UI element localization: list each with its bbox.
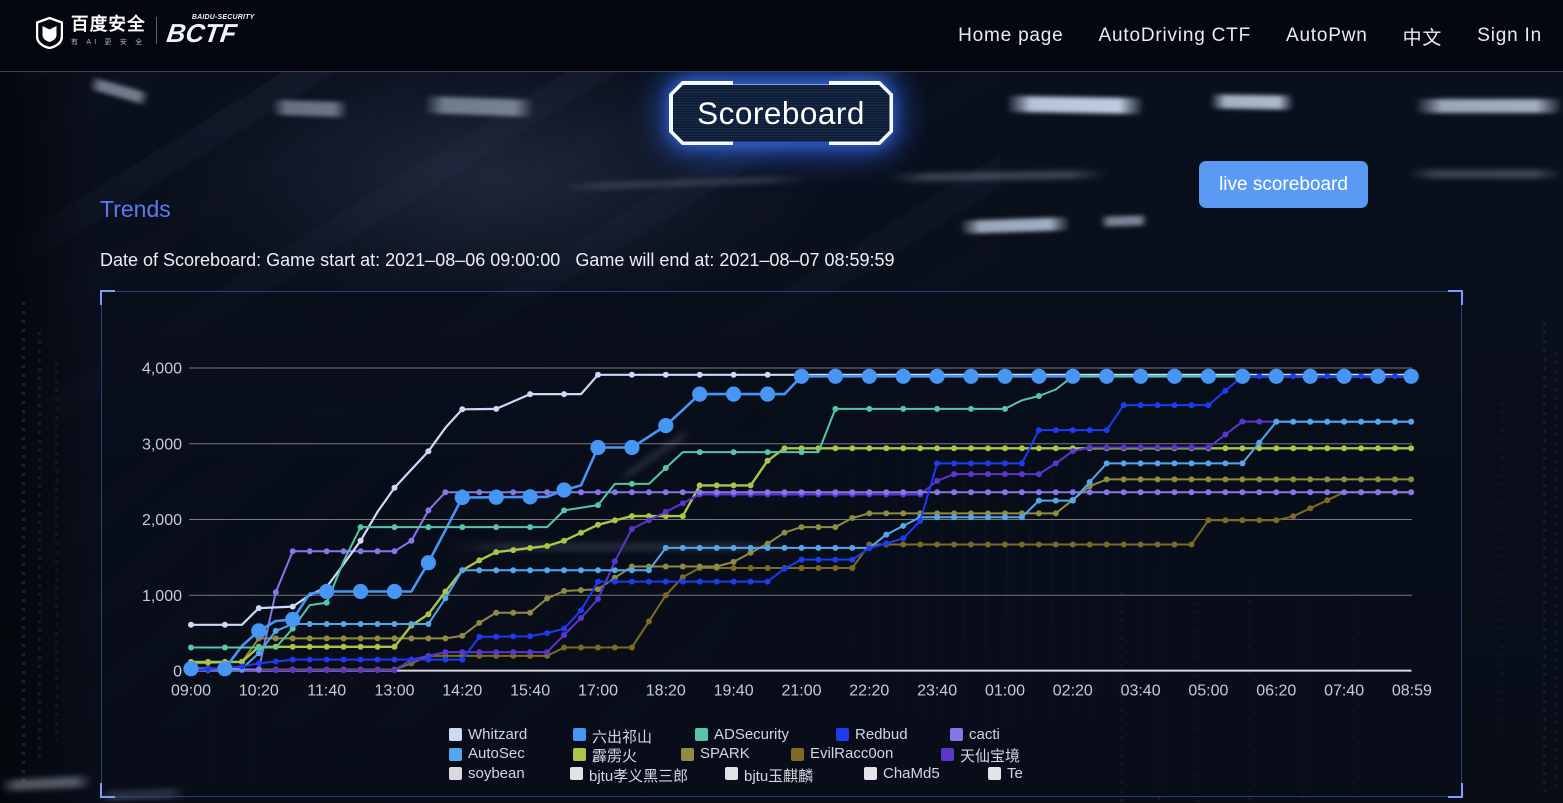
svg-text:4,000: 4,000 <box>142 361 182 378</box>
svg-text:11:40: 11:40 <box>307 683 346 700</box>
svg-text:23:40: 23:40 <box>917 683 957 700</box>
svg-text:2,000: 2,000 <box>142 512 182 529</box>
svg-text:1,000: 1,000 <box>142 588 182 605</box>
svg-text:21:00: 21:00 <box>781 683 821 700</box>
svg-text:19:40: 19:40 <box>714 683 754 700</box>
svg-text:02:20: 02:20 <box>1053 683 1093 700</box>
svg-text:22:20: 22:20 <box>849 683 889 700</box>
svg-text:06:20: 06:20 <box>1256 683 1296 700</box>
svg-text:09:00: 09:00 <box>171 683 211 700</box>
svg-text:01:00: 01:00 <box>985 683 1025 700</box>
svg-text:07:40: 07:40 <box>1324 683 1364 700</box>
svg-text:05:00: 05:00 <box>1188 683 1228 700</box>
svg-text:18:20: 18:20 <box>646 683 686 700</box>
svg-text:03:40: 03:40 <box>1121 683 1161 700</box>
svg-text:10:20: 10:20 <box>239 683 279 700</box>
svg-text:15:40: 15:40 <box>510 683 550 700</box>
svg-text:08:59: 08:59 <box>1392 683 1432 700</box>
svg-text:17:00: 17:00 <box>578 683 618 700</box>
svg-text:13:00: 13:00 <box>374 683 414 700</box>
svg-text:14:20: 14:20 <box>442 683 482 700</box>
svg-text:0: 0 <box>173 664 182 681</box>
svg-text:3,000: 3,000 <box>142 436 182 453</box>
